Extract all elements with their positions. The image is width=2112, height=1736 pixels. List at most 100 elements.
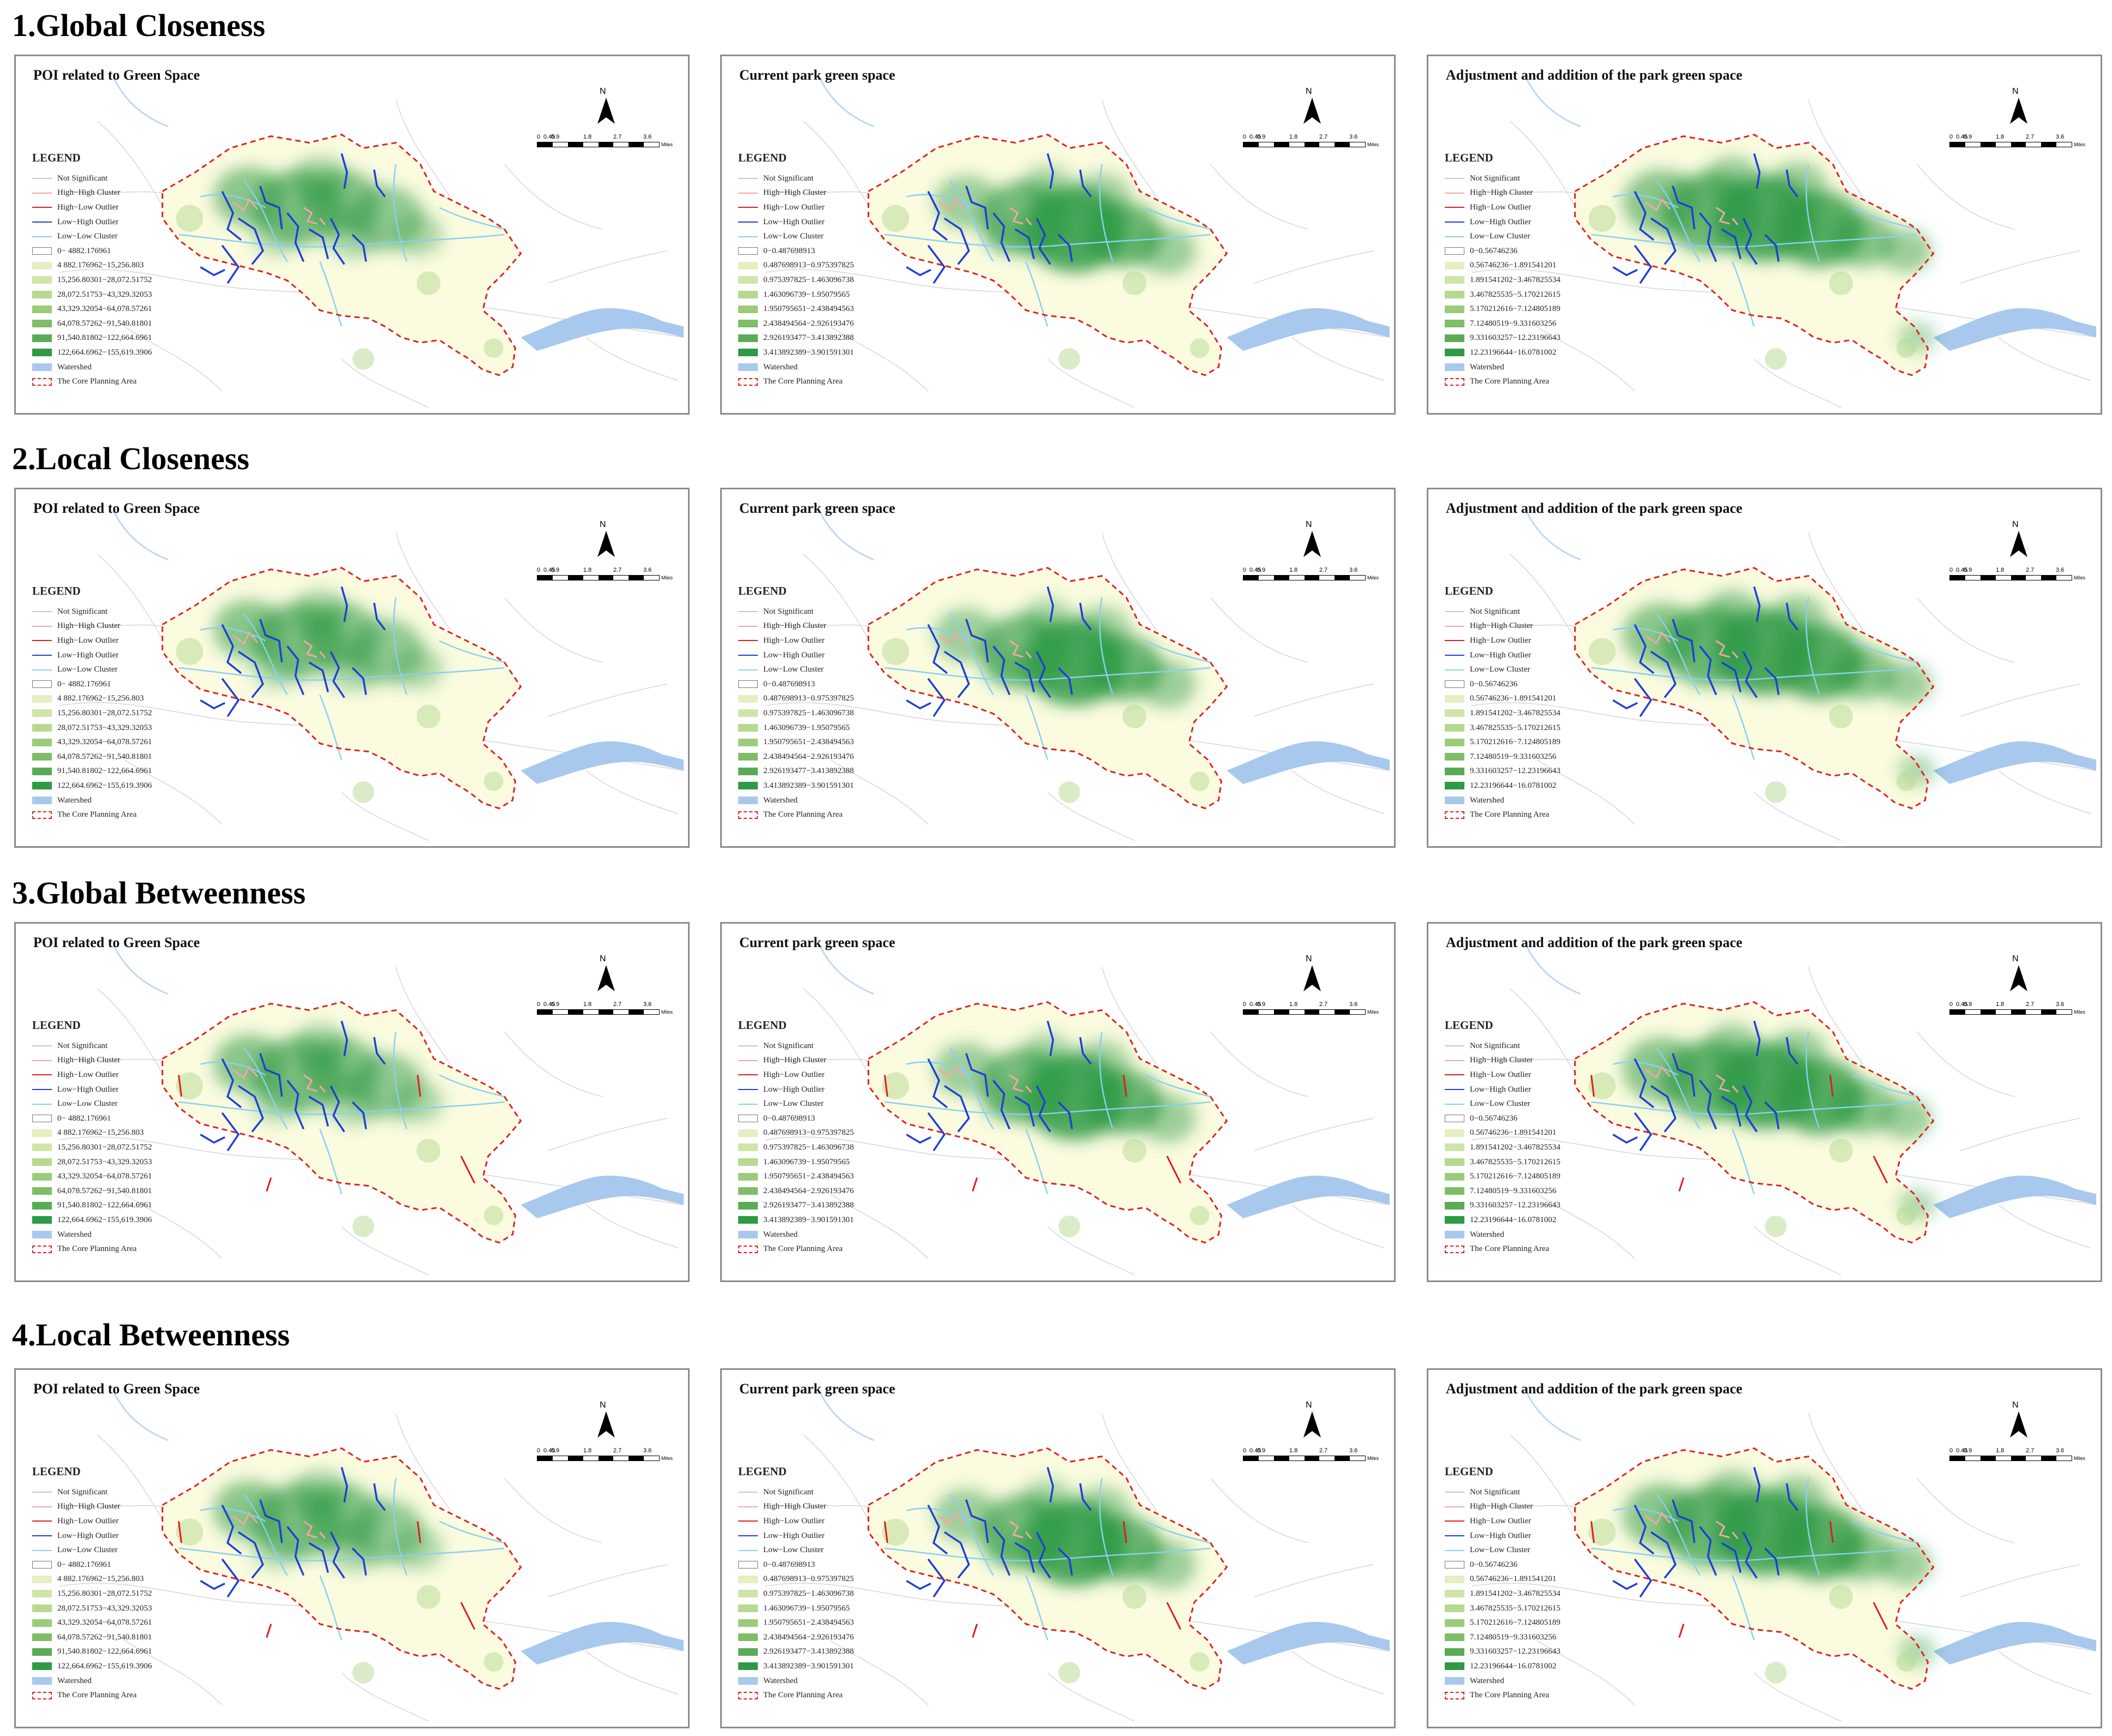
scale-segment — [2041, 576, 2057, 580]
scale-segment — [1289, 142, 1305, 147]
street — [286, 1080, 305, 1130]
legend-item: Watershed — [32, 360, 152, 375]
density-patch — [416, 1585, 441, 1609]
street — [927, 678, 946, 717]
scale-segment — [1273, 1010, 1289, 1014]
road — [548, 1117, 668, 1151]
legend-item: 0.56746236−1.891541201 — [1445, 259, 1560, 273]
density-patch — [1058, 1216, 1080, 1237]
legend-line-swatch — [32, 1089, 52, 1091]
legend-label: High−High Cluster — [763, 621, 827, 631]
street — [1025, 651, 1032, 659]
scale-segment — [1243, 576, 1259, 580]
street — [340, 586, 348, 622]
low-low-cluster-streets — [178, 597, 505, 760]
density-patch — [176, 638, 204, 666]
scale-segment — [552, 1010, 568, 1014]
street — [1057, 1101, 1073, 1129]
legend-item: Low−High Outlier — [32, 648, 152, 663]
legend-label: 7.12480519−9.331603256 — [1470, 1186, 1557, 1195]
road — [1754, 358, 1841, 408]
stream — [1525, 1391, 1581, 1441]
legend-label: 1.463096739−1.95079565 — [763, 290, 850, 299]
street — [1829, 1521, 1834, 1543]
section-title: 2.Local Closeness — [12, 441, 249, 476]
density-blob — [1880, 229, 1932, 273]
legend-item: The Core Planning Area — [1445, 1242, 1560, 1256]
legend-label: Watershed — [57, 362, 92, 372]
scale-tick-label: 0.45 — [1249, 1447, 1261, 1454]
scale-segment — [598, 142, 614, 147]
legend-item: 0−0.487698913 — [738, 244, 854, 259]
scale-segment — [1335, 142, 1350, 147]
scale-segment — [2056, 1456, 2072, 1460]
road — [1808, 967, 1863, 1065]
legend-core-area-swatch — [32, 1691, 52, 1699]
density-blob — [1072, 172, 1132, 222]
scale-bar-graphic — [537, 1456, 660, 1461]
street — [1672, 1053, 1696, 1097]
scale-segment — [2011, 576, 2026, 580]
legend-label: 0− 4882.176961 — [57, 679, 111, 689]
legend-label: 2.438494564−2.926193476 — [763, 752, 854, 761]
street — [351, 667, 367, 695]
street — [906, 194, 972, 208]
legend-line-swatch — [738, 236, 758, 237]
legend-item: High−Low Outlier — [738, 1514, 854, 1529]
legend-line-swatch — [1445, 192, 1464, 194]
street — [906, 1061, 972, 1076]
street — [232, 1065, 258, 1079]
legend-title: LEGEND — [738, 1465, 787, 1478]
legend-label: High−Low Outlier — [57, 1070, 119, 1079]
density-blob — [250, 646, 303, 690]
road — [548, 683, 668, 717]
street — [200, 1133, 225, 1144]
legend-color-swatch — [1445, 767, 1464, 775]
legend-item: Low−High Outlier — [1445, 1082, 1560, 1097]
road — [1536, 326, 1635, 392]
road — [830, 1193, 929, 1259]
street — [1650, 1085, 1677, 1133]
legend-title: LEGEND — [32, 151, 81, 164]
scale-segment — [1980, 576, 1996, 580]
legend-label: High−Low Outlier — [1470, 1516, 1531, 1525]
legend-color-swatch — [32, 1201, 52, 1210]
scale-tick-label: 1.8 — [1996, 134, 2005, 140]
low-low-cluster-streets — [178, 1031, 505, 1194]
scale-tick-label: 0.45 — [1956, 567, 1968, 573]
scale-segment — [2011, 1456, 2026, 1460]
legend-item: 1.950795651−2.438494563 — [738, 302, 854, 316]
legend-item: 5.170212616−7.124805189 — [1445, 1615, 1560, 1630]
scale-tick-label: 1.8 — [1289, 1447, 1298, 1454]
legend-label: 7.12480519−9.331603256 — [1470, 752, 1557, 761]
street — [884, 1075, 889, 1097]
legend-core-area-swatch — [1445, 378, 1464, 386]
street — [308, 661, 329, 693]
high-high-cluster-streets — [938, 1511, 1032, 1540]
street — [949, 613, 994, 696]
street — [1732, 695, 1755, 760]
legend-color-swatch — [32, 1144, 52, 1152]
street — [927, 1558, 946, 1598]
street — [330, 218, 345, 265]
legend-label: The Core Planning Area — [763, 810, 843, 819]
street — [221, 244, 240, 284]
legend-item: 0− 4882.176961 — [32, 1111, 152, 1126]
legend-line-swatch — [1445, 1549, 1464, 1551]
legend-label: 0−0.487698913 — [763, 1560, 815, 1569]
legend-label: The Core Planning Area — [763, 377, 843, 386]
legend-color-swatch — [32, 1115, 52, 1123]
street — [178, 1101, 505, 1115]
legend-item: 0−0.487698913 — [738, 1111, 854, 1126]
legend-label: The Core Planning Area — [1470, 810, 1549, 819]
density-patch — [176, 1518, 204, 1546]
watershed-river — [520, 741, 684, 785]
legend-item: 7.12480519−9.331603256 — [1445, 750, 1560, 764]
legend-item: Not Significant — [738, 604, 854, 619]
density-blob — [981, 1083, 1027, 1121]
legend-line-swatch — [32, 1059, 52, 1061]
legend-label: 4 882.176962−15,256.803 — [57, 261, 144, 270]
watershed-river — [1933, 308, 2097, 351]
legend-color-swatch — [1445, 261, 1464, 270]
scale-bar-graphic — [537, 142, 660, 147]
